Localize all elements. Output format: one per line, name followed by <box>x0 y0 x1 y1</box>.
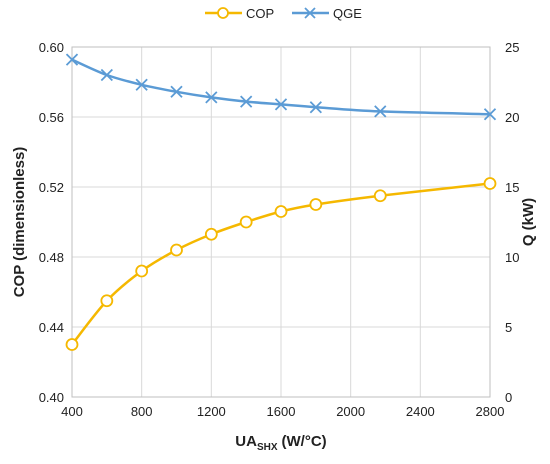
cop-data-point <box>204 227 218 241</box>
legend-cop-label: COP <box>246 6 274 21</box>
qge-data-point <box>309 101 322 114</box>
plot-frame <box>71 46 491 398</box>
cop-data-point <box>373 189 387 203</box>
x-tick-label: 1600 <box>267 404 296 419</box>
qge-data-point <box>65 53 79 66</box>
x-axis-title-subscript: SHX <box>257 442 278 453</box>
cop-data-point <box>483 177 497 190</box>
y-axis-right-title: Q (kW) <box>520 198 537 246</box>
cop-series-line <box>71 182 491 346</box>
qge-data-point <box>374 105 387 118</box>
qge-data-point <box>170 85 183 98</box>
cop-data-point <box>274 205 288 218</box>
y-axis-left-title: COP (dimensionless) <box>11 147 28 298</box>
legend: COP QGE <box>205 6 362 21</box>
cop-data-point <box>65 338 79 351</box>
cop-data-point <box>100 294 114 308</box>
x-tick-label: 400 <box>61 404 83 419</box>
series-layer <box>65 53 497 351</box>
y-right-tick-label: 10 <box>505 250 519 265</box>
qge-data-point <box>240 95 253 108</box>
legend-cop-marker <box>217 7 229 19</box>
legend-qge-label: QGE <box>333 6 362 21</box>
grid-layer <box>71 46 491 398</box>
x-axis-title-unit: (W/°C) <box>282 433 327 450</box>
y-left-tick-label: 0.56 <box>39 110 64 125</box>
y-right-tick-label: 0 <box>505 390 512 405</box>
tick-layer: 400 800 1200 1600 2000 2400 2800 0.40 0.44 0.48 0.… <box>39 40 520 419</box>
qge-data-point <box>100 68 113 82</box>
x-tick-label: 2000 <box>336 404 365 419</box>
cop-data-point <box>309 198 323 211</box>
x-tick-label: 1200 <box>197 404 226 419</box>
qge-data-point <box>135 78 148 91</box>
qge-data-point <box>274 98 288 111</box>
y-left-tick-label: 0.52 <box>39 180 64 195</box>
y-right-tick-label: 20 <box>505 110 519 125</box>
x-axis-title: UASHX (W/°C) <box>235 433 326 453</box>
y-left-tick-label: 0.60 <box>39 40 64 55</box>
y-left-tick-label: 0.40 <box>39 390 64 405</box>
x-axis-title-main: UA <box>235 433 257 450</box>
qge-data-point <box>205 91 218 104</box>
x-tick-label: 2400 <box>406 404 435 419</box>
y-left-tick-label: 0.48 <box>39 250 64 265</box>
y-right-tick-label: 25 <box>505 40 519 55</box>
cop-data-point <box>170 243 183 257</box>
y-right-tick-label: 15 <box>505 180 519 195</box>
legend-qge-marker <box>304 7 316 19</box>
cop-data-point <box>239 215 253 229</box>
y-right-tick-label: 5 <box>505 320 512 335</box>
qge-series-line <box>71 58 491 116</box>
qge-data-point <box>483 108 497 121</box>
x-tick-label: 800 <box>131 404 153 419</box>
x-tick-label: 2800 <box>476 404 505 419</box>
cop-data-point <box>135 264 149 278</box>
y-left-tick-label: 0.44 <box>39 320 64 335</box>
